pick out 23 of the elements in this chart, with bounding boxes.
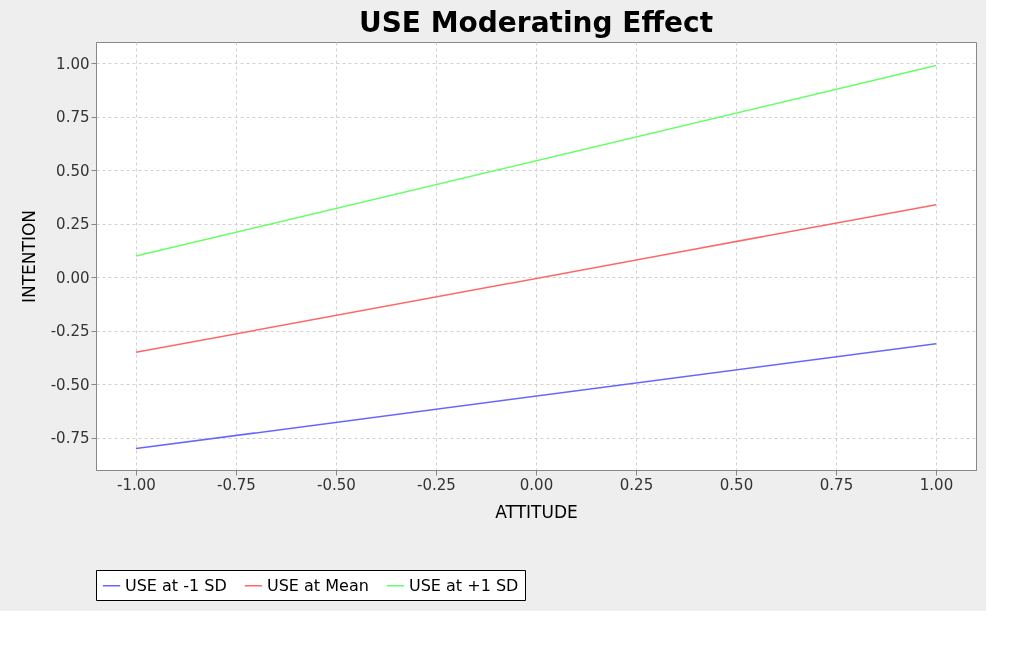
x-tick-label: 0.00 [519, 475, 554, 494]
chart-title: USE Moderating Effect [358, 6, 714, 39]
y-tick-label: 0.50 [56, 161, 90, 180]
x-tick-label: 1.00 [919, 475, 954, 494]
y-tick-label: -0.75 [50, 429, 90, 448]
y-tick-label: 0.00 [56, 268, 90, 287]
y-axis-title: INTENTION [18, 209, 39, 304]
x-tick-label: -0.75 [217, 475, 256, 494]
x-tick-label: 0.50 [719, 475, 754, 494]
x-tick-label: -0.50 [317, 475, 356, 494]
x-tick-label: 0.25 [619, 475, 654, 494]
y-tick-label: -0.25 [50, 322, 90, 341]
y-tick-label: 1.00 [56, 54, 90, 73]
y-tick-label: -0.50 [50, 375, 90, 394]
legend-label: USE at +1 SD [409, 575, 519, 595]
y-tick-label: 0.75 [56, 108, 90, 127]
x-tick-label: -0.25 [417, 475, 456, 494]
legend-label: USE at -1 SD [125, 575, 227, 595]
x-axis-title: ATTITUDE [495, 501, 578, 522]
x-tick-label: 0.75 [819, 475, 854, 494]
legend-label: USE at Mean [267, 575, 369, 595]
x-tick-label: -1.00 [117, 475, 156, 494]
y-tick-label: 0.25 [56, 215, 90, 234]
